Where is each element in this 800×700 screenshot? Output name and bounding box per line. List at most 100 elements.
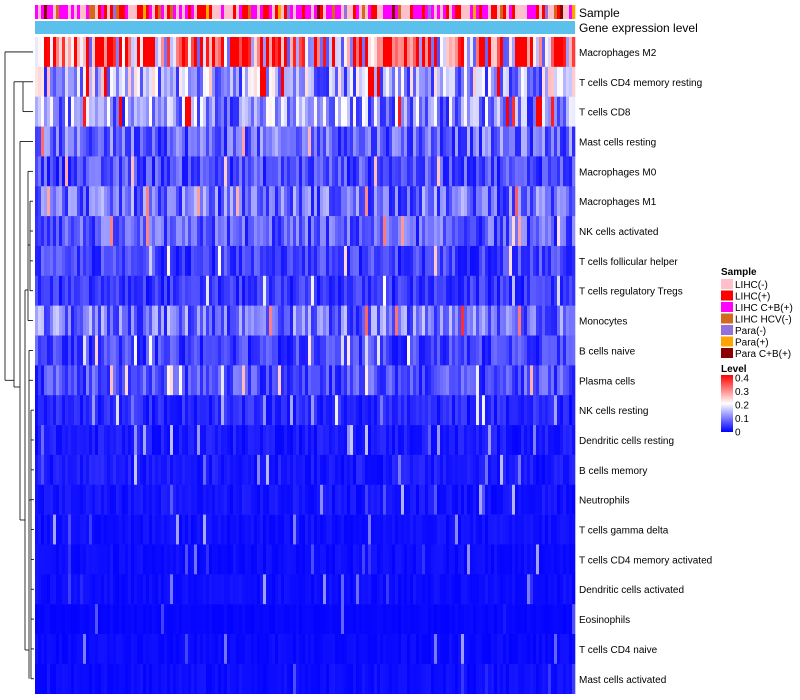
heatmap-cell	[545, 37, 549, 68]
heatmap-cell	[311, 514, 315, 545]
heatmap-cell	[362, 96, 366, 127]
heatmap-cell	[476, 216, 480, 247]
heatmap-cell	[266, 156, 270, 187]
heatmap-cell	[212, 544, 216, 575]
heatmap-cell	[251, 216, 255, 247]
heatmap-cell	[521, 126, 525, 157]
sample-cell	[515, 5, 519, 19]
heatmap-cell	[497, 37, 501, 68]
heatmap-cell	[539, 156, 543, 187]
heatmap-cell	[227, 37, 231, 68]
heatmap-cell	[86, 484, 90, 515]
heatmap-cell	[341, 604, 345, 635]
heatmap-cell	[422, 574, 426, 605]
heatmap-cell	[41, 186, 45, 217]
heatmap-cell	[572, 604, 576, 635]
heatmap-cell	[509, 544, 513, 575]
heatmap-cell	[425, 156, 429, 187]
heatmap-cell	[113, 245, 117, 277]
heatmap-cell	[446, 245, 450, 277]
heatmap-cell	[56, 275, 60, 306]
heatmap-cell	[308, 66, 312, 97]
heatmap-cell	[467, 395, 471, 426]
heatmap-cell	[299, 425, 303, 456]
heatmap-cell	[374, 305, 378, 336]
heatmap-cell	[467, 275, 471, 306]
heatmap-cell	[206, 186, 210, 217]
heatmap-cell	[134, 126, 138, 157]
heatmap-cell	[449, 574, 453, 605]
heatmap-cell	[89, 216, 93, 247]
heatmap-cell	[218, 245, 222, 277]
heatmap-cell	[383, 574, 387, 605]
heatmap-cell	[467, 245, 471, 277]
heatmap-cell	[332, 335, 336, 366]
heatmap-cell	[569, 634, 573, 665]
heatmap-cell	[491, 216, 495, 247]
heatmap-cell	[287, 454, 291, 486]
heatmap-cell	[287, 663, 291, 694]
heatmap-cell	[50, 514, 54, 545]
heatmap-cell	[215, 156, 219, 187]
heatmap-cell	[347, 454, 351, 486]
level-legend: Level 0.40.30.20.10	[721, 364, 749, 439]
heatmap-cell	[503, 186, 507, 217]
heatmap-cell	[287, 275, 291, 306]
heatmap-cell	[275, 544, 279, 575]
heatmap-cell	[236, 634, 240, 665]
heatmap-cell	[218, 484, 222, 515]
heatmap-cell	[44, 96, 48, 127]
heatmap-cell	[464, 425, 468, 456]
heatmap-cell	[164, 634, 168, 665]
heatmap-cell	[50, 275, 54, 306]
heatmap-cell	[257, 574, 261, 605]
heatmap-cell	[296, 66, 300, 97]
heatmap-cell	[257, 216, 261, 247]
heatmap-cell	[89, 66, 93, 97]
heatmap-cell	[158, 66, 162, 97]
heatmap-cell	[443, 156, 447, 187]
heatmap-cell	[98, 544, 102, 575]
sample-cell	[146, 5, 150, 19]
heatmap-cell	[401, 156, 405, 187]
heatmap-cell	[224, 484, 228, 515]
heatmap-cell	[269, 275, 273, 306]
heatmap-cell	[326, 365, 330, 396]
heatmap-cell	[353, 37, 357, 68]
heatmap-cell	[113, 425, 117, 456]
heatmap-cell	[557, 514, 561, 545]
heatmap-cell	[449, 604, 453, 635]
heatmap-cell	[344, 365, 348, 396]
heatmap-cell	[308, 604, 312, 635]
heatmap-cell	[218, 634, 222, 665]
heatmap-cell	[347, 216, 351, 247]
heatmap-cell	[374, 514, 378, 545]
heatmap-cell	[524, 514, 528, 545]
heatmap-cell	[350, 454, 354, 486]
heatmap-cell	[521, 574, 525, 605]
heatmap-cell	[230, 186, 234, 217]
heatmap-cell	[410, 156, 414, 187]
heatmap-cell	[524, 395, 528, 426]
heatmap-cell	[128, 544, 132, 575]
heatmap-cell	[518, 634, 522, 665]
heatmap-cell	[272, 96, 276, 127]
heatmap-cell	[98, 305, 102, 336]
heatmap-cell	[398, 37, 402, 68]
heatmap-cell	[455, 634, 459, 665]
heatmap-cell	[545, 66, 549, 97]
heatmap-cell	[146, 544, 150, 575]
heatmap-cell	[527, 96, 531, 127]
heatmap-cell	[83, 663, 87, 694]
heatmap-cell	[536, 66, 540, 97]
heatmap-cell	[443, 216, 447, 247]
heatmap-cell	[443, 186, 447, 217]
heatmap-cell	[485, 216, 489, 247]
heatmap-cell	[218, 454, 222, 486]
heatmap-cell	[167, 186, 171, 217]
heatmap-cell	[407, 574, 411, 605]
heatmap-cell	[206, 484, 210, 515]
heatmap-cell	[551, 425, 555, 456]
heatmap-cell	[347, 186, 351, 217]
heatmap-cell	[311, 395, 315, 426]
